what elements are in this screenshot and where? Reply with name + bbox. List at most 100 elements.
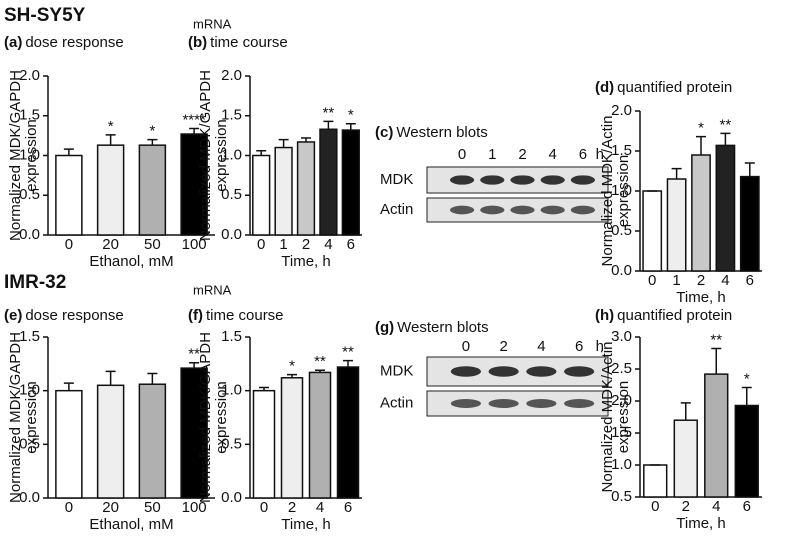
bar xyxy=(296,141,316,236)
section-title: IMR-32 xyxy=(4,272,66,293)
x-tick-label: 100 xyxy=(182,499,207,516)
y-axis-label: expression xyxy=(615,155,632,228)
x-tick-label: 0 xyxy=(260,499,268,516)
bar xyxy=(55,154,83,236)
bar xyxy=(180,133,208,236)
significance: ** xyxy=(342,344,354,361)
x-tick-label: 50 xyxy=(144,236,161,253)
mrna-label: mRNA xyxy=(193,16,232,31)
blot-band xyxy=(480,175,505,185)
significance: * xyxy=(744,371,750,388)
bar xyxy=(673,419,698,498)
x-tick-label: 6 xyxy=(344,499,352,516)
x-tick-label: 0 xyxy=(65,236,73,253)
y-tick-label: 0.5 xyxy=(19,186,40,203)
bar xyxy=(280,377,304,499)
y-axis-label: expression xyxy=(213,381,230,454)
x-axis-label: Time, h xyxy=(676,289,725,306)
x-tick-label: 2 xyxy=(682,498,690,515)
y-tick-label: 2.0 xyxy=(19,67,40,84)
x-tick-label: 4 xyxy=(316,499,324,516)
lane-label: 6 xyxy=(579,146,587,163)
panel-label: (e) xyxy=(4,307,22,324)
significance: * xyxy=(698,120,704,137)
x-axis-label: Ethanol, mM xyxy=(89,516,173,533)
panel-title: time course xyxy=(210,34,288,51)
y-tick-label: 1.5 xyxy=(221,107,242,124)
x-tick-label: 20 xyxy=(102,236,119,253)
panel-heading: (d) quantified protein xyxy=(595,79,732,96)
error-bar xyxy=(315,369,325,373)
panel-title: quantified protein xyxy=(617,307,732,324)
blot-band xyxy=(570,205,595,215)
y-tick-label: 1.5 xyxy=(19,107,40,124)
x-tick-label: 50 xyxy=(144,499,161,516)
y-axis-label: Normalized MDK/Actin xyxy=(599,342,616,493)
error-bar xyxy=(63,382,74,391)
y-tick-label: 2.0 xyxy=(221,67,242,84)
x-tick-label: 4 xyxy=(721,272,729,289)
y-tick-label: 0.0 xyxy=(19,226,40,243)
bar xyxy=(691,154,711,272)
y-tick-label: 2.0 xyxy=(611,102,632,119)
y-tick-label: 1.0 xyxy=(611,456,632,473)
bar xyxy=(96,144,125,236)
y-tick-label: 1.0 xyxy=(611,182,632,199)
y-axis-label: Normalized MDK/GAPDH xyxy=(197,332,214,503)
y-tick-label: 1.5 xyxy=(19,328,40,345)
x-axis-label: Ethanol, mM xyxy=(89,253,173,270)
y-tick-label: 0.0 xyxy=(611,262,632,279)
y-axis-label: Normalized MDK/GAPDH xyxy=(7,70,24,241)
blot-band xyxy=(564,399,595,408)
x-tick-label: 20 xyxy=(102,499,119,516)
error-bar xyxy=(105,370,116,386)
blot-band xyxy=(510,175,535,185)
error-bar xyxy=(323,120,334,130)
panel-label: (c) xyxy=(375,124,393,141)
error-bar xyxy=(671,167,682,179)
blot-row-label: Actin xyxy=(380,201,413,218)
lane-label: 4 xyxy=(537,338,545,355)
error-bar xyxy=(711,347,722,375)
x-tick-label: 2 xyxy=(288,499,296,516)
lane-label: 1 xyxy=(488,146,496,163)
y-axis-label: expression xyxy=(23,119,40,192)
blot-row-label: MDK xyxy=(380,171,413,188)
y-tick-label: 1.0 xyxy=(19,146,40,163)
error-bar xyxy=(287,373,297,378)
error-bar xyxy=(741,386,752,406)
y-tick-label: 3.0 xyxy=(611,328,632,345)
x-tick-label: 100 xyxy=(182,236,207,253)
panel-title: Western blots xyxy=(397,319,488,336)
error-bar xyxy=(256,149,267,156)
bar xyxy=(319,128,338,236)
error-bar xyxy=(744,162,755,177)
x-axis-label: Time, h xyxy=(676,515,725,532)
significance: **** xyxy=(182,111,206,128)
lane-label: 2 xyxy=(518,146,526,163)
blot-row-label: MDK xyxy=(380,362,413,379)
y-tick-label: 0.5 xyxy=(611,222,632,239)
panel-label: (b) xyxy=(188,34,207,51)
y-tick-label: 2.0 xyxy=(611,392,632,409)
y-tick-label: 0.5 xyxy=(221,186,242,203)
error-bar xyxy=(343,359,353,368)
bar xyxy=(336,366,360,499)
lane-unit: h xyxy=(596,338,604,355)
x-tick-label: 0 xyxy=(65,499,73,516)
section-title: SH-SY5Y xyxy=(4,5,86,26)
y-axis-label: expression xyxy=(213,119,230,192)
x-tick-label: 1 xyxy=(279,236,287,253)
bar xyxy=(274,146,293,236)
bar xyxy=(739,175,760,272)
panel-label: (d) xyxy=(595,79,614,96)
bar xyxy=(341,129,360,236)
lane-label: 0 xyxy=(458,146,466,163)
x-tick-label: 0 xyxy=(651,498,659,515)
mrna-label: mRNA xyxy=(193,282,232,297)
bar xyxy=(138,383,167,499)
significance: ** xyxy=(314,353,326,370)
panel-title: dose response xyxy=(25,307,123,324)
y-tick-label: 1.0 xyxy=(221,146,242,163)
